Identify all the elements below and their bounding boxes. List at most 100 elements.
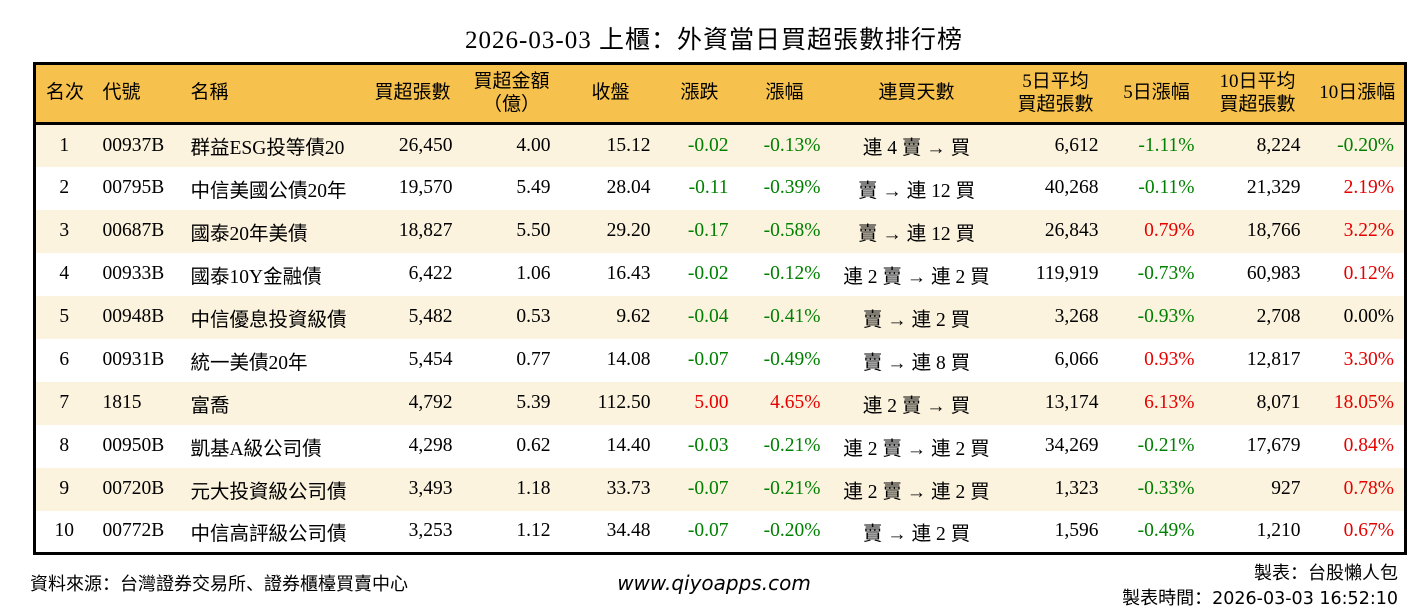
price-change: -0.17 (687, 220, 729, 241)
stock-name: 元大投資級公司債 (190, 481, 347, 503)
change-percent-5d: -0.21% (1137, 435, 1195, 456)
net-buy-amount: 4.00 (516, 134, 551, 156)
change-percent-5d: -0.11% (1138, 177, 1195, 198)
avg5-net-buy-volume: 6,066 (1054, 349, 1099, 370)
change-percent-5d: -0.33% (1137, 478, 1195, 499)
price-change: 5.00 (694, 392, 729, 413)
net-buy-volume: 26,450 (398, 134, 453, 156)
table-body: 1 00937B 群益ESG投等債20 26,450 4.00 15.12 -0.02 -0.… (34, 123, 1406, 554)
close-price: 33.73 (606, 478, 651, 499)
change-percent: -0.21% (763, 478, 821, 499)
avg10-net-buy-volume: 8,224 (1256, 134, 1301, 156)
change-percent-10d: 0.84% (1343, 435, 1394, 456)
avg5-net-buy-volume: 1,596 (1054, 520, 1099, 542)
rank: 4 (59, 263, 70, 284)
change-percent: -0.21% (763, 435, 821, 456)
avg10-net-buy-volume: 60,983 (1246, 263, 1301, 284)
table-row: 6 00931B 統一美債20年 5,454 0.77 14.08 -0.07 -0.49% 賣… (34, 338, 1406, 382)
change-percent-5d: -0.49% (1137, 520, 1195, 542)
net-buy-volume: 5,482 (408, 306, 453, 327)
change-percent-10d: -0.20% (1337, 134, 1394, 156)
stock-code: 00720B (102, 478, 165, 499)
avg5-net-buy-volume: 34,269 (1044, 435, 1099, 456)
table-row: 1 00937B 群益ESG投等債20 26,450 4.00 15.12 -0.02 -0.… (34, 123, 1406, 167)
stock-code: 00772B (102, 520, 165, 542)
stock-name: 群益ESG投等債20 (190, 138, 345, 160)
rank: 10 (54, 520, 75, 542)
net-buy-volume: 6,422 (408, 263, 453, 284)
net-buy-amount: 1.18 (516, 478, 551, 499)
change-percent-5d: -0.93% (1137, 306, 1195, 327)
header-stock-code: 代號 (92, 63, 181, 125)
change-percent-10d: 0.12% (1343, 263, 1394, 284)
header-net-buy-amount: 買超金額 （億） (462, 63, 561, 125)
buy-streak: 連 2 賣 → 買 (862, 395, 971, 417)
net-buy-volume: 3,493 (408, 478, 453, 499)
change-percent: -0.12% (763, 263, 821, 284)
page-title: 2026-03-03 上櫃：外資當日買超張數排行榜 (465, 27, 963, 54)
avg10-net-buy-volume: 18,766 (1246, 220, 1301, 241)
net-buy-amount: 0.62 (516, 435, 551, 456)
stock-code: 00950B (102, 435, 165, 456)
buy-streak: 賣 → 連 8 買 (862, 352, 971, 374)
header-change-percent-5d: 5日漲幅 (1108, 63, 1205, 125)
buy-streak: 賣 → 連 2 買 (862, 309, 971, 331)
net-buy-volume: 19,570 (398, 177, 453, 198)
net-buy-amount: 5.39 (516, 392, 551, 413)
rank: 1 (59, 134, 70, 156)
net-buy-amount: 0.53 (516, 306, 551, 327)
header-close-price: 收盤 (560, 63, 661, 125)
avg5-net-buy-volume: 119,919 (1035, 263, 1099, 284)
price-change: -0.04 (687, 306, 729, 327)
net-buy-amount: 1.06 (516, 263, 551, 284)
header-stock-name: 名稱 (180, 63, 363, 125)
report-maker: 製表：台股懶人包 (1254, 563, 1398, 583)
net-buy-volume: 18,827 (398, 220, 453, 241)
price-change: -0.03 (687, 435, 729, 456)
net-buy-amount: 5.49 (516, 177, 551, 198)
close-price: 16.43 (606, 263, 651, 284)
avg5-net-buy-volume: 1,323 (1054, 478, 1099, 499)
change-percent: -0.39% (763, 177, 821, 198)
stock-code: 00931B (102, 349, 165, 370)
change-percent-10d: 0.67% (1343, 520, 1394, 542)
close-price: 14.08 (606, 349, 651, 370)
close-price: 28.04 (606, 177, 651, 198)
report-timestamp: 製表時間：2026-03-03 16:52:10 (1122, 586, 1398, 611)
change-percent-10d: 0.78% (1343, 478, 1394, 499)
close-price: 14.40 (606, 435, 651, 456)
change-percent-10d: 18.05% (1333, 392, 1394, 413)
report-credit-block: 製表：台股懶人包 製表時間：2026-03-03 16:52:10 (1122, 561, 1398, 611)
stock-name: 國泰20年美債 (190, 223, 308, 245)
buy-streak: 賣 → 連 12 買 (857, 223, 975, 245)
table-row: 9 00720B 元大投資級公司債 3,493 1.18 33.73 -0.07 -0.21%… (34, 467, 1406, 511)
rank: 5 (59, 306, 70, 327)
table-row: 5 00948B 中信優息投資級債 5,482 0.53 9.62 -0.04 -0.41% 賣… (34, 295, 1406, 339)
avg5-net-buy-volume: 13,174 (1044, 392, 1099, 413)
net-buy-amount: 0.77 (516, 349, 551, 370)
change-percent: -0.58% (763, 220, 821, 241)
change-percent-10d: 3.30% (1343, 349, 1394, 370)
header-avg5-net-buy-volume: 5日平均 買超張數 (1002, 63, 1109, 125)
rank: 6 (59, 349, 70, 370)
price-change: -0.02 (687, 263, 729, 284)
price-change: -0.07 (687, 478, 729, 499)
change-percent: -0.13% (763, 134, 821, 156)
report-timestamp-label: 製表時間： (1122, 587, 1213, 608)
stock-name: 中信高評級公司債 (190, 523, 347, 545)
buy-streak: 連 4 賣 → 買 (862, 138, 971, 160)
close-price: 9.62 (616, 306, 651, 327)
stock-name: 富喬 (190, 395, 230, 417)
avg5-net-buy-volume: 6,612 (1054, 134, 1099, 156)
net-buy-volume: 4,792 (408, 392, 453, 413)
header-avg10-net-buy-volume: 10日平均 買超張數 (1204, 63, 1311, 125)
change-percent: 4.65% (770, 392, 821, 413)
change-percent-10d: 3.22% (1343, 220, 1394, 241)
change-percent-10d: 0.00% (1343, 306, 1394, 327)
table-row: 3 00687B 國泰20年美債 18,827 5.50 29.20 -0.17 -0.58%… (34, 209, 1406, 253)
buy-streak: 連 2 賣 → 連 2 買 (843, 438, 990, 460)
net-buy-amount: 1.12 (516, 520, 551, 542)
table-row: 2 00795B 中信美國公債20年 19,570 5.49 28.04 -0.11 -0.3… (34, 166, 1406, 210)
rank: 7 (59, 392, 70, 413)
rank: 3 (59, 220, 70, 241)
